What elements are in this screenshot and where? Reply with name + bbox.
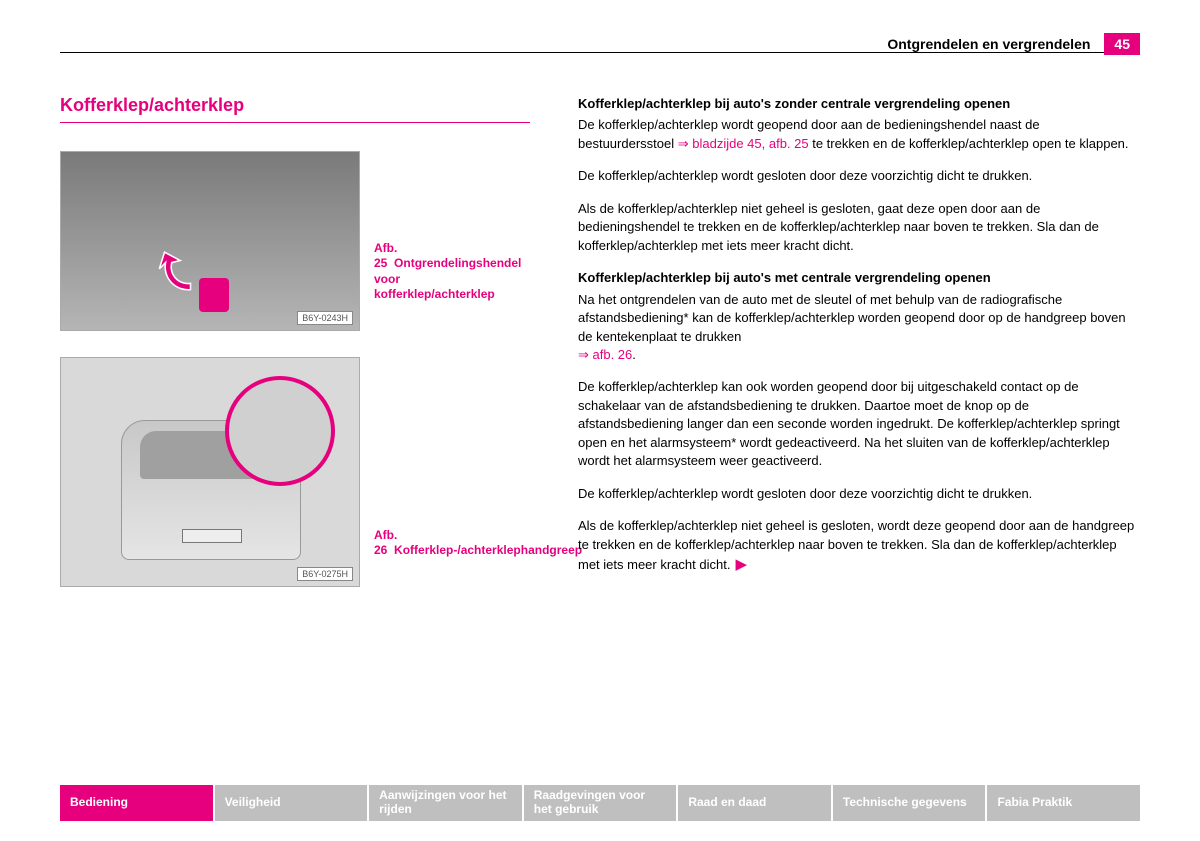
license-plate-shape xyxy=(182,529,242,543)
figure-26-caption: Afb. 26 Kofferklep-/achterklephandgreep xyxy=(374,528,524,587)
zoom-circle-icon xyxy=(225,376,335,486)
page-number: 45 xyxy=(1104,33,1140,55)
paragraph-2: De kofferklep/achterklep wordt gesloten … xyxy=(578,167,1138,185)
p4-text-b: . xyxy=(632,347,636,362)
p7-text: Als de kofferklep/achterklep niet geheel… xyxy=(578,518,1134,572)
cross-ref-link-1[interactable]: ⇒ bladzijde 45, afb. 25 xyxy=(678,136,809,151)
header-rule: Ontgrendelen en vergrendelen 45 xyxy=(60,52,1140,53)
p4-text-a: Na het ontgrendelen van de auto met de s… xyxy=(578,292,1126,344)
figure-26: B6Y-0275H Afb. 26 Kofferklep-/achterklep… xyxy=(60,357,530,587)
curved-arrow-icon xyxy=(151,248,203,300)
paragraph-1: De kofferklep/achterklep wordt geopend d… xyxy=(578,116,1138,153)
subheading-1: Kofferklep/achterklep bij auto's zonder … xyxy=(578,95,1138,113)
header: Ontgrendelen en vergrendelen 45 xyxy=(887,33,1140,55)
tab-raadgevingen[interactable]: Raadgevingen voor het gebruik xyxy=(524,785,679,821)
continuation-arrow-icon: ▶ xyxy=(735,556,747,573)
paragraph-6: De kofferklep/achterklep wordt gesloten … xyxy=(578,485,1138,503)
p1-text-b: te trekken en de kofferklep/achterklep o… xyxy=(809,136,1129,151)
tab-veiligheid[interactable]: Veiligheid xyxy=(215,785,370,821)
tab-technische[interactable]: Technische gegevens xyxy=(833,785,988,821)
figure-25-caption: Afb. 25 Ontgrendelingshendel voor koffer… xyxy=(374,241,524,331)
figure-26-caption-text: Kofferklep-/achterklephandgreep xyxy=(394,543,582,557)
left-column: Kofferklep/achterklep B6Y-0243H Afb. 25 … xyxy=(60,95,530,613)
lever-badge-icon xyxy=(199,278,229,312)
subheading-2: Kofferklep/achterklep bij auto's met cen… xyxy=(578,269,1138,287)
tab-aanwijzingen[interactable]: Aanwijzingen voor het rijden xyxy=(369,785,524,821)
figure-25-image: B6Y-0243H xyxy=(60,151,360,331)
figure-25: B6Y-0243H Afb. 25 Ontgrendelingshendel v… xyxy=(60,151,530,331)
right-column: Kofferklep/achterklep bij auto's zonder … xyxy=(578,95,1138,613)
section-title: Kofferklep/achterklep xyxy=(60,95,530,123)
figure-26-code: B6Y-0275H xyxy=(297,567,353,581)
paragraph-3: Als de kofferklep/achterklep niet geheel… xyxy=(578,200,1138,255)
tab-raad-en-daad[interactable]: Raad en daad xyxy=(678,785,833,821)
figure-25-code: B6Y-0243H xyxy=(297,311,353,325)
figure-25-caption-text: Ontgrendelingshendel voor kofferklep/ach… xyxy=(374,256,521,301)
header-section: Ontgrendelen en vergrendelen xyxy=(887,36,1090,52)
figure-26-image: B6Y-0275H xyxy=(60,357,360,587)
footer-tabs: Bediening Veiligheid Aanwijzingen voor h… xyxy=(60,785,1140,821)
tab-fabia-praktik[interactable]: Fabia Praktik xyxy=(987,785,1140,821)
paragraph-7: Als de kofferklep/achterklep niet geheel… xyxy=(578,517,1138,575)
paragraph-4: Na het ontgrendelen van de auto met de s… xyxy=(578,291,1138,365)
paragraph-5: De kofferklep/achterklep kan ook worden … xyxy=(578,378,1138,470)
tab-bediening[interactable]: Bediening xyxy=(60,785,215,821)
cross-ref-link-2[interactable]: ⇒ afb. 26 xyxy=(578,347,632,362)
